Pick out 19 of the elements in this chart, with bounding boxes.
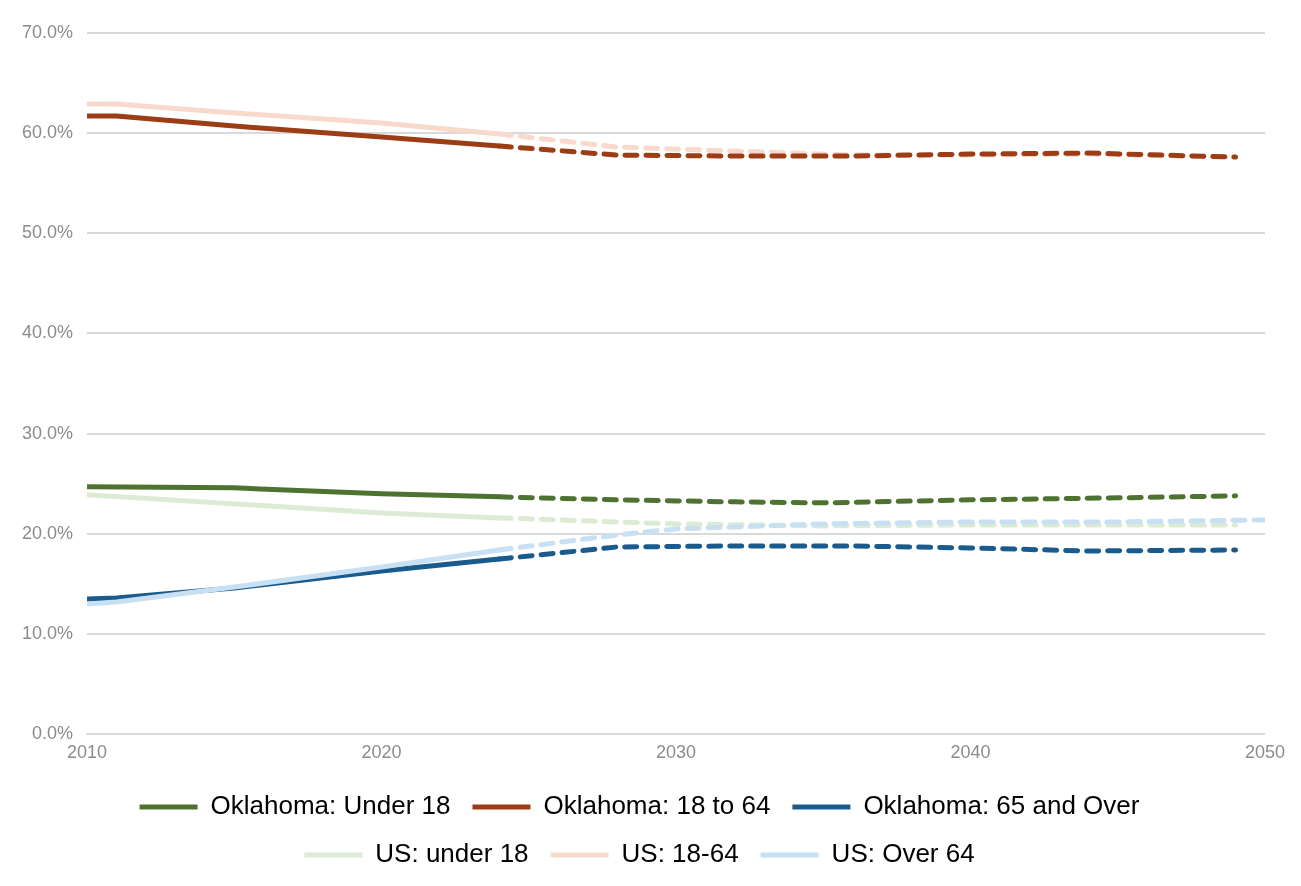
x-tick-label: 2050 [1244, 742, 1285, 763]
y-tick-label: 50.0% [21, 222, 74, 243]
x-tick-label: 2040 [950, 742, 991, 763]
legend-label: Oklahoma: Under 18 [210, 790, 451, 821]
legend-label: Oklahoma: 65 and Over [863, 790, 1140, 821]
y-tick-label: 30.0% [21, 422, 74, 443]
y-tick-label: 0.0% [32, 723, 74, 744]
y-tick-label: 60.0% [21, 122, 74, 142]
x-tick-label: 2030 [655, 742, 697, 763]
y-tick-label: 20.0% [21, 522, 74, 543]
legend-label: US: Over 64 [831, 838, 975, 869]
x-tick-label: 2010 [67, 742, 108, 763]
legend-label: Oklahoma: 18 to 64 [543, 790, 771, 821]
x-tick-label: 2020 [361, 742, 402, 763]
y-tick-label: 40.0% [21, 322, 74, 343]
legend-label: US: 18-64 [621, 838, 739, 869]
y-tick-label: 70.0% [21, 21, 74, 42]
legend-label: US: under 18 [375, 838, 529, 869]
y-tick-label: 10.0% [21, 623, 74, 644]
